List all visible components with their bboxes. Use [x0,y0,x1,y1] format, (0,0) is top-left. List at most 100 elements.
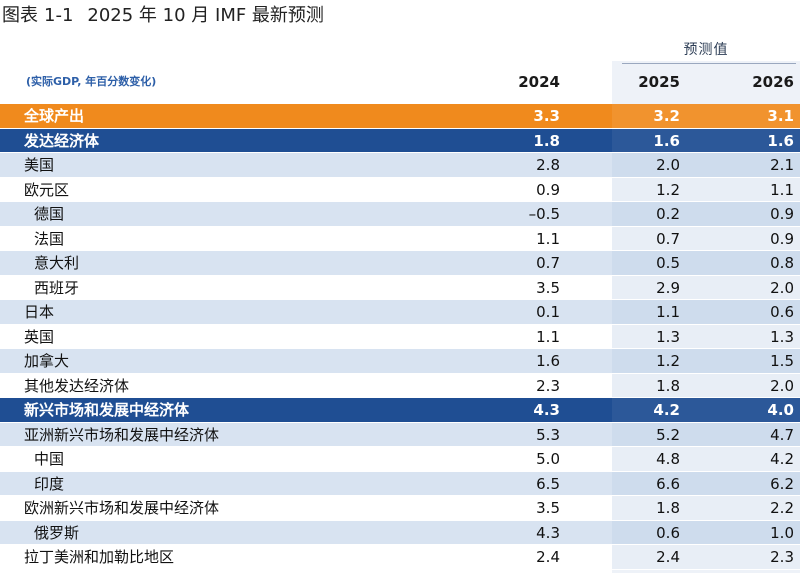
table-row: 法国 1.1 0.7 0.9 [0,226,800,251]
cell-2025: 1.3 [656,327,680,346]
projection-underline [622,63,796,64]
forecast-table: 预测值 (实际GDP, 年百分数变化) 2024 2025 2026 全球产出 3… [0,31,800,573]
cell-2026: 0.9 [770,205,794,223]
table-header: 预测值 (实际GDP, 年百分数变化) 2024 2025 2026 [0,31,800,103]
cell-2025: 4.8 [656,450,680,468]
cell-2024: 3.3 [533,107,560,125]
projection-label: 预测值 [683,42,729,58]
cell-2024: 1.1 [536,229,560,248]
table-row: 英国 1.1 1.3 1.3 [0,324,800,349]
table-row: 意大利 0.7 0.5 0.8 [0,251,800,276]
cell-2025: 2.0 [656,156,680,174]
cell-2025: 4.2 [653,401,680,419]
cell-2025: 0.2 [656,205,680,223]
row-label: 德国 [34,205,65,223]
row-label: 欧洲新兴市场和发展中经济体 [24,499,220,517]
cell-2026: 4.7 [770,425,794,444]
cell-2024: 4.3 [536,523,560,542]
column-header-2026: 2026 [752,73,794,91]
row-label: 亚洲新兴市场和发展中经济体 [24,425,220,444]
row-label: 美国 [24,156,55,174]
cell-2025: 2.4 [656,548,680,566]
cell-2026: 1.6 [767,131,794,150]
cell-2024: 6.5 [536,474,560,493]
row-label: 其他发达经济体 [24,376,130,395]
table-row: 日本 0.1 1.1 0.6 [0,300,800,325]
column-header-2025: 2025 [638,73,680,91]
table-row: 新兴市场和发展中经济体 4.3 4.2 4.0 [0,398,800,423]
table-row: 俄罗斯 4.3 0.6 1.0 [0,520,800,545]
cell-2024: 5.0 [536,450,560,468]
cell-2024: 5.3 [536,425,560,444]
table-row: 美国 2.8 2.0 2.1 [0,153,800,178]
table-row: 德国 –0.5 0.2 0.9 [0,202,800,227]
cell-2026: 1.5 [770,352,794,370]
cell-2024: –0.5 [528,205,560,223]
row-label: 欧元区 [24,180,70,199]
cell-2024: 1.8 [533,131,560,150]
cell-2026: 2.0 [770,376,794,395]
cell-2024: 0.1 [536,303,560,321]
row-label: 加拿大 [24,352,70,370]
caption-text: 2025 年 10 月 IMF 最新预测 [87,5,324,26]
figure-caption: 图表 1-1 2025 年 10 月 IMF 最新预测 [2,4,324,28]
table-row: 发达经济体 1.8 1.6 1.6 [0,128,800,153]
cell-2024: 2.3 [536,376,560,395]
cell-2025: 1.2 [656,352,680,370]
row-label: 发达经济体 [24,131,100,150]
cell-2026: 1.3 [770,327,794,346]
table-row: 亚洲新兴市场和发展中经济体 5.3 5.2 4.7 [0,422,800,447]
cell-2025: 6.6 [656,474,680,493]
cell-2025: 0.7 [656,229,680,248]
cell-2025: 0.6 [656,523,680,542]
row-label: 中国 [34,450,65,468]
cell-2024: 3.5 [536,499,560,517]
cell-2025: 2.9 [656,278,680,297]
row-label: 西班牙 [34,278,80,297]
table-row: 全球产出 3.3 3.2 3.1 [0,104,800,129]
cell-2026: 3.1 [767,107,794,125]
cell-2026: 4.0 [767,401,794,419]
cell-2026: 6.2 [770,474,794,493]
cell-2025: 3.2 [653,107,680,125]
caption-number: 1-1 [44,5,74,26]
table-row: 加拿大 1.6 1.2 1.5 [0,349,800,374]
table-row: 欧元区 0.9 1.2 1.1 [0,177,800,202]
cell-2026: 2.0 [770,278,794,297]
row-label: 印度 [34,474,65,493]
cell-2025: 1.1 [656,303,680,321]
cell-2024: 4.3 [533,401,560,419]
cell-2026: 0.6 [770,303,794,321]
cell-2025: 1.8 [656,376,680,395]
cell-2026: 0.9 [770,229,794,248]
cell-2026: 4.2 [770,450,794,468]
cell-2026: 2.3 [770,548,794,566]
table-row: 欧洲新兴市场和发展中经济体 3.5 1.8 2.2 [0,496,800,521]
table-row: 中国 5.0 4.8 4.2 [0,447,800,472]
row-label: 日本 [24,303,55,321]
cell-2025: 1.2 [656,180,680,199]
table-row: 其他发达经济体 2.3 1.8 2.0 [0,373,800,398]
cell-2025: 0.5 [656,254,680,272]
caption-figure: 图表 [2,5,38,26]
cell-2024: 3.5 [536,278,560,297]
row-label: 英国 [24,327,55,346]
table-row: 拉丁美洲和加勒比地区 2.4 2.4 2.3 [0,545,800,570]
units-label: (实际GDP, 年百分数变化) [26,75,157,88]
table-row: 印度 6.5 6.6 6.2 [0,471,800,496]
row-label: 意大利 [34,254,80,272]
cell-2026: 0.8 [770,254,794,272]
cell-2025: 1.8 [656,499,680,517]
cell-2026: 2.2 [770,499,794,517]
cell-2026: 1.1 [770,180,794,199]
table-row: 西班牙 3.5 2.9 2.0 [0,275,800,300]
cell-2024: 2.4 [536,548,560,566]
row-label: 法国 [34,229,65,248]
cell-2024: 0.7 [536,254,560,272]
cell-2024: 2.8 [536,156,560,174]
cell-2026: 1.0 [770,523,794,542]
cell-2024: 1.1 [536,327,560,346]
cell-2025: 5.2 [656,425,680,444]
row-label: 新兴市场和发展中经济体 [24,401,190,419]
cell-2025: 1.6 [653,131,680,150]
